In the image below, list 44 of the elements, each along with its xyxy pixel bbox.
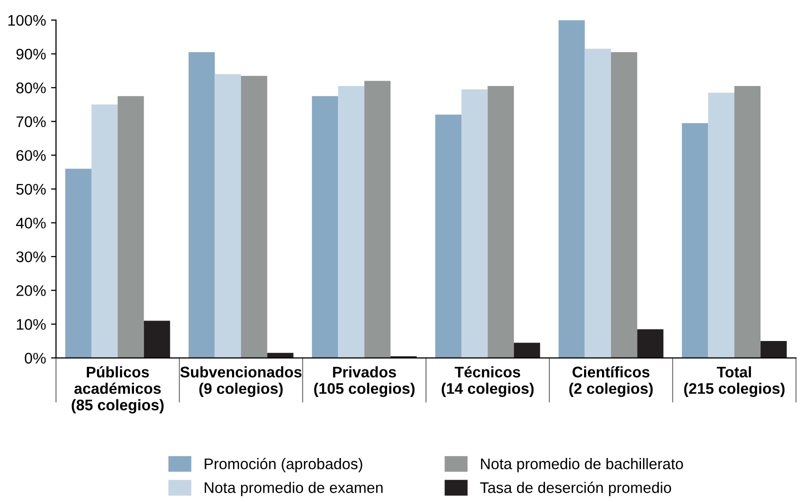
bar: [364, 80, 391, 358]
x-tick-label: Privados (105 colegios): [314, 366, 415, 398]
x-tick-label: Públicos académicos (85 colegios): [72, 366, 164, 414]
bar: [267, 352, 294, 358]
bar: [214, 74, 241, 358]
y-tick-label: 90%: [16, 48, 46, 60]
bar: [118, 96, 144, 358]
bar: [338, 86, 364, 358]
y-tick-label: 70%: [16, 116, 46, 128]
bar: [488, 86, 514, 358]
bar: [241, 76, 268, 358]
y-tick-label: 20%: [16, 285, 46, 296]
bar: [188, 52, 215, 358]
y-tick-label: 30%: [16, 251, 46, 262]
bar: [312, 96, 338, 358]
bar: [461, 89, 488, 358]
bar: [734, 86, 761, 358]
bar: [435, 114, 462, 358]
bar: [611, 52, 638, 358]
x-tick-label: Total (215 colegios): [684, 366, 785, 398]
bar: [514, 342, 540, 358]
bar: [144, 320, 170, 358]
x-tick-label: Subvencionados (9 colegios): [180, 366, 302, 398]
bar: [584, 48, 611, 358]
bar: [637, 329, 664, 358]
x-tick-label: Científicos (2 colegios): [569, 366, 653, 398]
y-tick-label: 0%: [24, 352, 46, 364]
y-tick-label: 80%: [16, 82, 46, 94]
y-tick-label: 60%: [16, 150, 46, 161]
bar: [91, 104, 118, 358]
y-tick-label: 100%: [8, 14, 46, 26]
y-tick-label: 50%: [16, 184, 46, 195]
legend-label: Tasa de deserción promedio: [480, 482, 672, 496]
legend-label: Promoción (aprobados): [204, 458, 362, 472]
legend-label: Nota promedio de examen: [204, 482, 383, 496]
bar: [682, 123, 708, 358]
bar: [708, 92, 734, 358]
y-tick-label: 10%: [16, 319, 46, 330]
x-tick-label: Técnicos (14 colegios): [442, 366, 534, 398]
bar: [65, 168, 92, 358]
bar: [558, 20, 585, 358]
y-tick-label: 40%: [16, 218, 46, 228]
bar: [760, 341, 787, 358]
legend-label: Nota promedio de bachillerato: [481, 458, 683, 472]
